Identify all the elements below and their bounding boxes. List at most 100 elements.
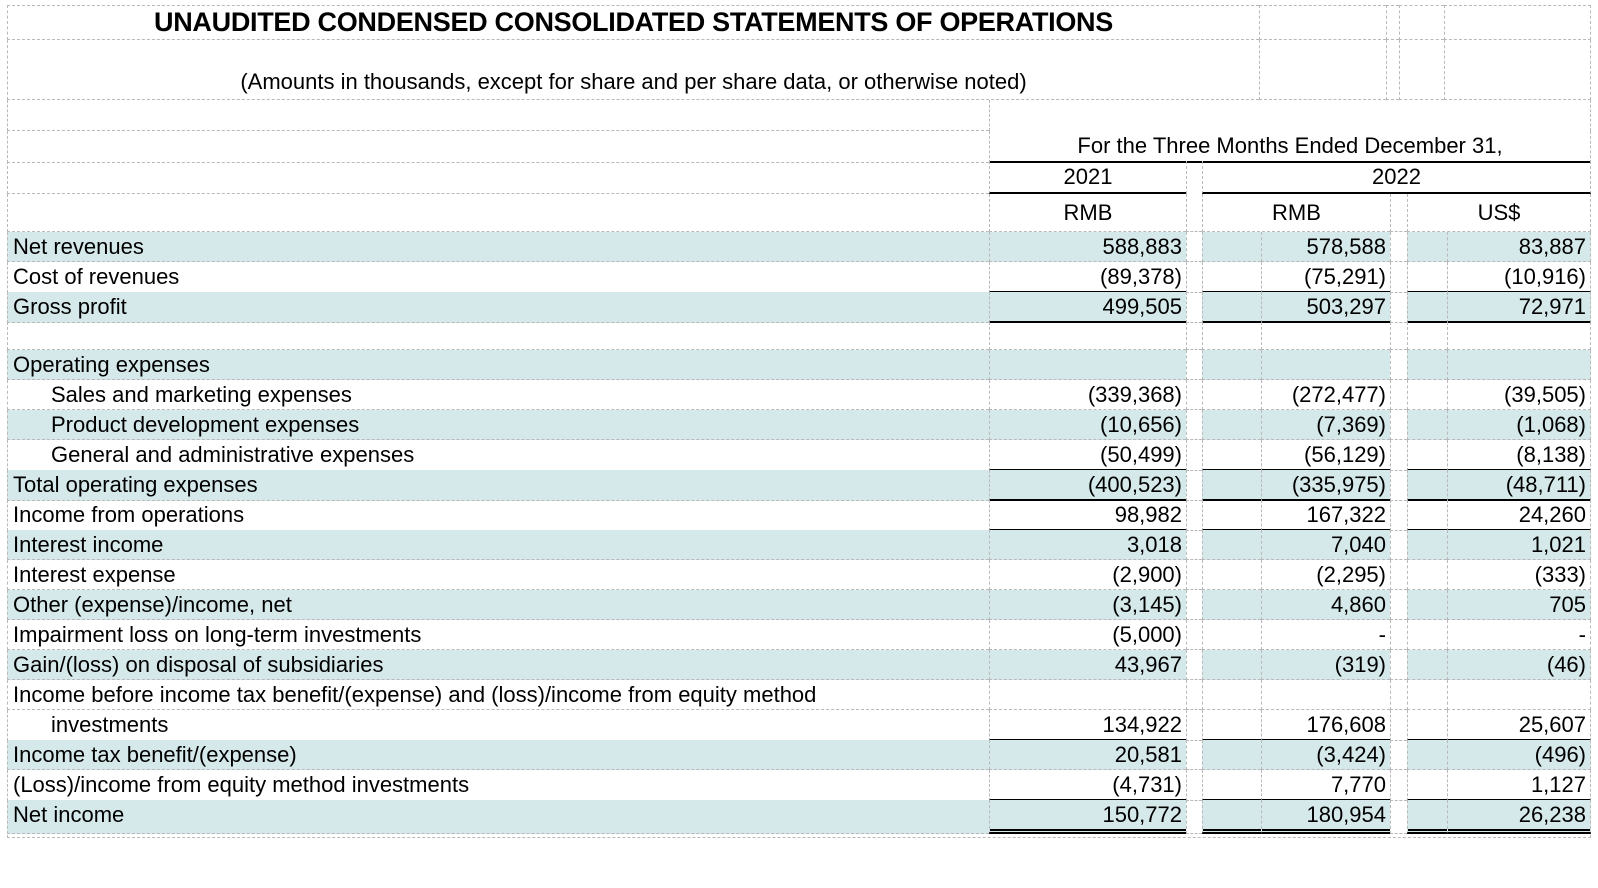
column-pad xyxy=(1202,620,1261,650)
column-gap xyxy=(1390,322,1407,350)
value-2022-rmb: - xyxy=(1261,620,1390,650)
grid-cell xyxy=(7,194,989,232)
column-gap xyxy=(1186,500,1202,531)
grid-cell xyxy=(1259,5,1386,40)
table-row: Other (expense)/income, net (3,145) 4,860 7… xyxy=(7,590,1598,620)
row-label: Operating expenses xyxy=(7,350,989,380)
column-pad xyxy=(1407,380,1447,410)
value-2021-rmb: (50,499) xyxy=(989,440,1186,471)
currency-2022-rmb-header: RMB xyxy=(1202,194,1390,232)
value-2022-usd: (496) xyxy=(1447,740,1591,770)
column-gap xyxy=(1390,620,1407,650)
table-row: Sales and marketing expenses (339,368) (27… xyxy=(7,380,1598,410)
column-pad xyxy=(1202,232,1261,262)
column-pad xyxy=(1202,590,1261,620)
value-2022-rmb: (56,129) xyxy=(1261,440,1390,471)
value-2022-usd: 705 xyxy=(1447,590,1591,620)
value-2022-rmb: (3,424) xyxy=(1261,740,1390,770)
value-2022-rmb: 503,297 xyxy=(1261,292,1390,323)
value-2022-usd: 1,021 xyxy=(1447,530,1591,560)
value-2022-usd: (39,505) xyxy=(1447,380,1591,410)
column-pad xyxy=(1202,470,1261,501)
value-2022-usd: - xyxy=(1447,620,1591,650)
column-gap xyxy=(1186,590,1202,620)
value-2021-rmb: 98,982 xyxy=(989,500,1186,531)
financial-statement-sheet: UNAUDITED CONDENSED CONSOLIDATED STATEME… xyxy=(7,5,1598,838)
column-pad xyxy=(1407,440,1447,471)
column-pad xyxy=(1407,590,1447,620)
column-gap xyxy=(1186,800,1202,834)
value-2021-rmb xyxy=(989,350,1186,380)
row-label: Sales and marketing expenses xyxy=(7,380,989,410)
column-pad xyxy=(1407,680,1447,710)
value-2021-rmb xyxy=(989,322,1186,350)
value-2022-rmb: 167,322 xyxy=(1261,500,1390,531)
value-2022-usd: 72,971 xyxy=(1447,292,1591,323)
value-2021-rmb: 3,018 xyxy=(989,530,1186,560)
currency-header-row: RMB RMB US$ xyxy=(7,194,1598,232)
table-row: Income from operations 98,982 167,322 24,26… xyxy=(7,500,1598,531)
value-2022-usd xyxy=(1447,680,1591,710)
column-pad xyxy=(1407,650,1447,680)
table-row: Net revenues 588,883 578,588 83,887 xyxy=(7,232,1598,262)
table-row: Interest expense (2,900) (2,295) (333) xyxy=(7,560,1598,590)
value-2022-usd xyxy=(1447,322,1591,350)
column-pad xyxy=(1407,470,1447,501)
column-pad xyxy=(1202,650,1261,680)
value-2022-usd: 25,607 xyxy=(1447,710,1591,741)
value-2021-rmb: (10,656) xyxy=(989,410,1186,440)
column-gap xyxy=(1390,194,1407,232)
value-2022-usd: (10,916) xyxy=(1447,262,1591,293)
row-label: Other (expense)/income, net xyxy=(7,590,989,620)
subtitle-row: (Amounts in thousands, except for share … xyxy=(7,40,1598,100)
period-header: For the Three Months Ended December 31, xyxy=(989,131,1591,163)
table-row: Interest income 3,018 7,040 1,021 xyxy=(7,530,1598,560)
grid-cell xyxy=(1399,5,1444,40)
column-gap xyxy=(1390,470,1407,501)
value-2022-rmb: 180,954 xyxy=(1261,800,1390,834)
column-gap xyxy=(1186,650,1202,680)
column-gap xyxy=(1390,350,1407,380)
row-label: Net income xyxy=(7,800,989,834)
year-2021-header: 2021 xyxy=(989,161,1186,194)
value-2022-rmb: (75,291) xyxy=(1261,262,1390,293)
column-pad xyxy=(1202,710,1261,741)
column-gap xyxy=(1390,262,1407,293)
column-pad xyxy=(1407,530,1447,560)
column-pad xyxy=(1407,292,1447,323)
table-row: Gross profit 499,505 503,297 72,971 xyxy=(7,292,1598,323)
column-gap xyxy=(1186,770,1202,801)
value-2021-rmb: (400,523) xyxy=(989,470,1186,501)
row-label: Income tax benefit/(expense) xyxy=(7,740,989,770)
value-2022-rmb: (272,477) xyxy=(1261,380,1390,410)
value-2022-rmb: (2,295) xyxy=(1261,560,1390,590)
column-gap xyxy=(1186,560,1202,590)
value-2021-rmb: 134,922 xyxy=(989,710,1186,741)
column-pad xyxy=(1202,740,1261,770)
row-label: Gain/(loss) on disposal of subsidiaries xyxy=(7,650,989,680)
column-gap xyxy=(1186,680,1202,710)
grid-cell xyxy=(7,100,989,131)
grid-cell xyxy=(1399,40,1444,100)
table-row: General and administrative expenses (50,4… xyxy=(7,440,1598,471)
column-pad xyxy=(1202,440,1261,471)
column-gap xyxy=(1390,292,1407,323)
title-row: UNAUDITED CONDENSED CONSOLIDATED STATEME… xyxy=(7,5,1598,40)
value-2022-usd: (46) xyxy=(1447,650,1591,680)
grid-cell xyxy=(7,131,989,163)
year-header-row: 2021 2022 xyxy=(7,161,1598,194)
value-2022-rmb xyxy=(1261,350,1390,380)
column-gap xyxy=(1390,500,1407,531)
period-header-row: For the Three Months Ended December 31, xyxy=(7,131,1598,163)
column-gap xyxy=(1390,680,1407,710)
column-gap xyxy=(1186,380,1202,410)
value-2022-rmb: 4,860 xyxy=(1261,590,1390,620)
grid-cell xyxy=(989,100,1591,131)
column-pad xyxy=(1407,410,1447,440)
grid-cell xyxy=(1259,40,1386,100)
column-gap xyxy=(1186,410,1202,440)
column-gap xyxy=(1390,380,1407,410)
value-2022-usd: 83,887 xyxy=(1447,232,1591,262)
column-pad xyxy=(1407,800,1447,834)
value-2021-rmb: 43,967 xyxy=(989,650,1186,680)
